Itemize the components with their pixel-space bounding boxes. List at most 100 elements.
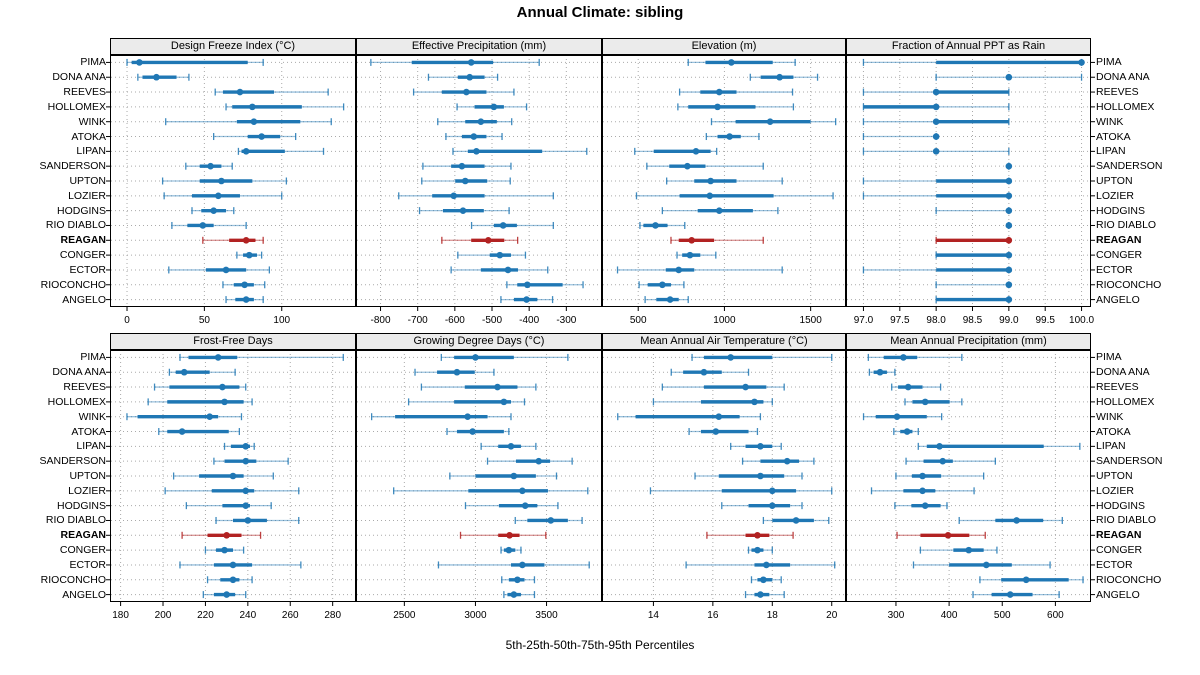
median-dot [464, 413, 471, 421]
median-dot [219, 383, 226, 391]
percentile-row [747, 546, 773, 554]
percentile-row [862, 177, 1013, 185]
median-dot [900, 354, 907, 361]
site-label-right: DONA ANA [1096, 366, 1150, 379]
axis-tick-label: 3000 [464, 610, 487, 621]
site-label-right: CONGER [1096, 249, 1143, 262]
axis-tick-label: 0 [124, 315, 130, 326]
site-label-left: ECTOR [69, 558, 106, 571]
median-dot [223, 591, 230, 598]
site-label-left: WINK [78, 410, 106, 423]
median-dot [242, 296, 250, 303]
median-dot [242, 148, 250, 155]
percentile-row [935, 207, 1013, 215]
median-dot [519, 487, 526, 495]
percentile-row [694, 472, 803, 480]
median-dot [936, 443, 943, 450]
percentile-row [676, 251, 717, 259]
median-dot [715, 413, 723, 421]
percentile-row [862, 413, 943, 421]
percentile-caption: 5th-25th-50th-75th-95th Percentiles [505, 638, 695, 652]
axis-tick-label: -400 [519, 315, 539, 326]
median-dot [714, 103, 721, 111]
median-dot [229, 472, 237, 480]
percentile-row [370, 413, 512, 421]
percentile-row [236, 251, 263, 259]
percentile-row [202, 236, 264, 244]
percentile-row [661, 383, 785, 391]
percentile-row [935, 236, 1013, 244]
percentile-row [894, 502, 948, 510]
site-label-right: LIPAN [1096, 440, 1126, 453]
site-label-right: PIMA [1096, 351, 1122, 364]
median-dot [903, 428, 911, 435]
median-dot [932, 103, 940, 111]
percentile-row [225, 103, 345, 111]
percentile-row [896, 531, 986, 539]
site-label-left: CONGER [59, 249, 106, 262]
median-dot [215, 192, 222, 200]
median-dot [242, 457, 250, 465]
site-label-left: LOZIER [68, 484, 106, 497]
percentile-row [172, 472, 274, 480]
percentile-row [862, 58, 1085, 66]
percentile-row [514, 516, 583, 524]
median-dot [178, 428, 186, 435]
chart-title: Annual Climate: sibling [516, 4, 684, 21]
panel-border [846, 350, 1091, 602]
median-dot [686, 251, 694, 259]
site-label-right: HOLLOMEX [1096, 100, 1155, 113]
axis-tick-label: 20 [826, 610, 838, 621]
percentile-row [215, 516, 300, 524]
percentile-row [685, 561, 836, 569]
percentile-row [862, 103, 1010, 111]
median-dot [490, 103, 498, 111]
panel-border [846, 55, 1091, 307]
percentile-row [445, 133, 503, 141]
percentile-row [912, 561, 1051, 569]
site-label-left: LIPAN [76, 145, 106, 158]
percentile-row [437, 561, 590, 569]
percentile-row [862, 88, 1010, 96]
site-label-left: HODGINS [56, 204, 106, 217]
median-dot [199, 222, 207, 229]
median-dot [1022, 576, 1030, 584]
median-dot [500, 398, 508, 406]
site-label-right: WINK [1096, 410, 1124, 423]
site-label-left: UPTON [69, 470, 106, 482]
median-dot [499, 222, 507, 229]
percentile-row [179, 561, 302, 569]
median-dot [510, 591, 518, 598]
median-dot [1005, 73, 1013, 81]
percentile-row [440, 353, 569, 361]
site-label-right: RIO DIABLO [1096, 219, 1157, 232]
percentile-row [721, 502, 803, 510]
site-label-left: LIPAN [76, 440, 106, 453]
median-dot [688, 236, 695, 244]
axis-tick-label: 100 [273, 315, 290, 326]
site-label-right: ECTOR [1096, 558, 1133, 571]
percentile-row [749, 73, 819, 81]
median-dot [458, 162, 466, 170]
axis-tick-label: -700 [408, 315, 428, 326]
percentile-row [168, 266, 271, 274]
site-label-left: REEVES [63, 86, 106, 99]
median-dot [675, 266, 683, 274]
axis-tick-label: 200 [155, 610, 172, 621]
axis-tick-label: 400 [941, 610, 958, 621]
median-dot [776, 73, 783, 81]
median-dot [510, 472, 518, 480]
median-dot [768, 502, 776, 509]
percentile-row [661, 207, 779, 215]
panel-title: Fraction of Annual PPT as Rain [846, 38, 1091, 55]
percentile-row [126, 58, 264, 66]
site-label-right: REAGAN [1096, 529, 1142, 542]
percentile-row [646, 162, 764, 170]
median-dot [473, 148, 480, 155]
percentile-row [935, 281, 1013, 289]
percentile-row [459, 531, 547, 539]
percentile-row [750, 576, 782, 584]
site-label-right: ANGELO [1096, 588, 1140, 601]
median-dot [939, 457, 947, 465]
